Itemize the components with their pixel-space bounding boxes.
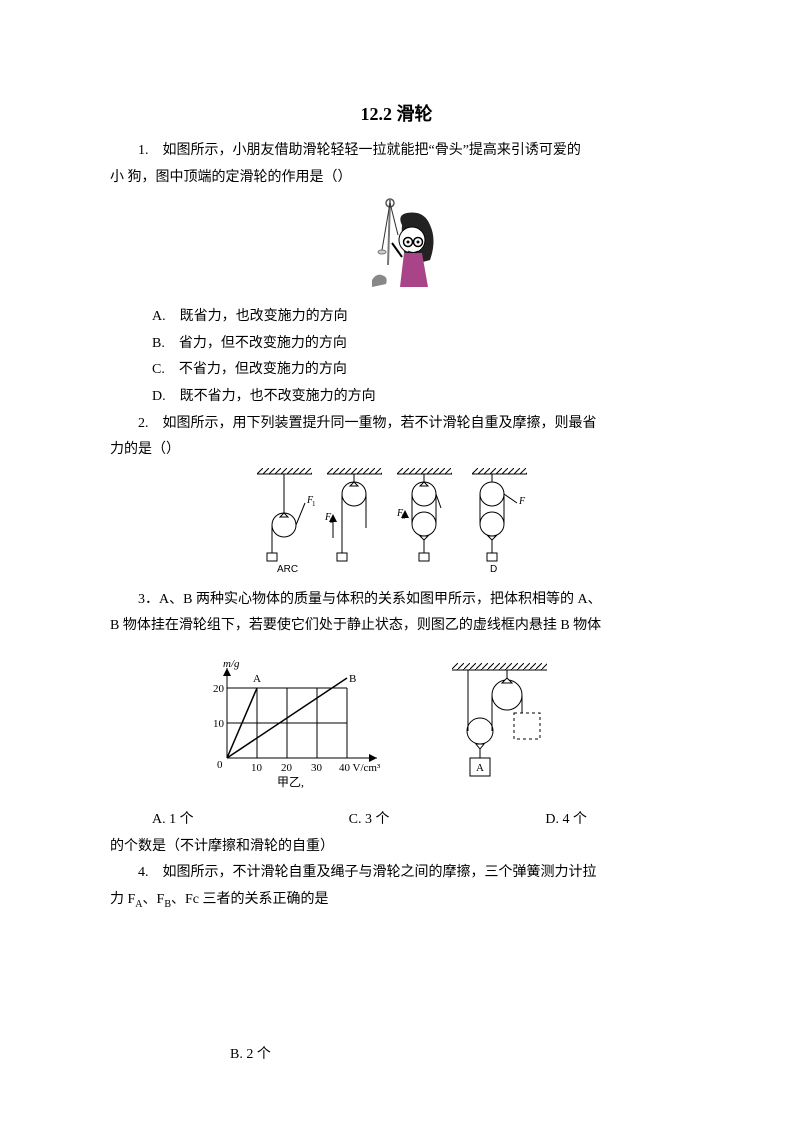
- q3-option-c: C. 3 个: [349, 807, 546, 834]
- q4-sep1: 、F: [143, 892, 165, 907]
- svg-text:0: 0: [217, 759, 223, 771]
- q3-stem-line1: 3．A、B 两种实心物体的质量与体积的关系如图甲所示，把体积相等的 A、: [110, 587, 683, 614]
- q3-diagram: A B 20 10 0 10 20 30 40 V/cm³ m/g 甲乙,: [197, 658, 597, 798]
- svg-text:m/g: m/g: [223, 658, 240, 670]
- q2-stem-line1: 2. 如图所示，用下列装置提升同一重物，若不计滑轮自重及摩擦，则最省: [110, 411, 683, 438]
- svg-text:B: B: [349, 673, 356, 685]
- q4-stem-line2: 力 FA、FB、Fc 三者的关系正确的是: [110, 887, 683, 914]
- page-title: 12.2 滑轮: [110, 100, 683, 126]
- q3-stem-line2: B 物体挂在滑轮组下，若要使它们处于静止状态，则图乙的虚线框内悬挂 B 物体: [110, 613, 683, 640]
- q1-option-a: A. 既省力，也改变施力的方向: [110, 304, 683, 331]
- q4-sub-b: B: [164, 899, 171, 910]
- q2-stem-line2: 力的是（）: [110, 437, 683, 464]
- svg-text:A: A: [253, 673, 261, 685]
- q4-rest: 、Fc 三者的关系正确的是: [171, 892, 329, 907]
- q3-option-b-floating: B. 2 个: [230, 1043, 271, 1063]
- q1-stem-line2: 小 狗，图中顶端的定滑轮的作用是（）: [110, 165, 683, 192]
- q1-illustration: [352, 195, 442, 295]
- svg-text:F: F: [518, 496, 526, 507]
- svg-text:A: A: [476, 762, 484, 774]
- q1-stem-line1: 1. 如图所示，小朋友借助滑轮轻轻一拉就能把“骨头”提高来引诱可爱的: [110, 138, 683, 165]
- q1-option-d: D. 既不省力，也不改变施力的方向: [110, 384, 683, 411]
- svg-text:10: 10: [251, 762, 263, 774]
- svg-text:40 V/cm³: 40 V/cm³: [339, 762, 381, 774]
- svg-text:甲乙,: 甲乙,: [277, 775, 304, 789]
- svg-text:20: 20: [281, 762, 293, 774]
- svg-text:30: 30: [311, 762, 323, 774]
- q3-tail: 的个数是（不计摩擦和滑轮的自重）: [110, 834, 683, 861]
- q2-figure: F 1 F 2: [110, 468, 683, 583]
- q3-options-row: A. 1 个 C. 3 个 D. 4 个: [110, 807, 683, 834]
- q3-option-d: D. 4 个: [545, 807, 683, 834]
- q2-label-arc: ARC: [277, 564, 298, 575]
- q4-stem-line1: 4. 如图所示，不计滑轮自重及绳子与滑轮之间的摩擦，三个弹簧测力计拉: [110, 860, 683, 887]
- q1-option-b: B. 省力，但不改变施力的方向: [110, 331, 683, 358]
- q2-diagram: F 1 F 2: [247, 468, 547, 578]
- q3-figure: A B 20 10 0 10 20 30 40 V/cm³ m/g 甲乙,: [110, 658, 683, 803]
- q4-sub-a: A: [135, 899, 142, 910]
- q4-prefix: 力 F: [110, 892, 135, 907]
- page-root: 12.2 滑轮 1. 如图所示，小朋友借助滑轮轻轻一拉就能把“骨头”提高来引诱可…: [0, 0, 793, 1122]
- svg-text:1: 1: [312, 500, 316, 508]
- svg-text:10: 10: [213, 718, 225, 730]
- q1-figure: [110, 195, 683, 300]
- q2-label-d: D: [490, 564, 497, 575]
- svg-text:20: 20: [213, 683, 225, 695]
- q3-option-a: A. 1 个: [152, 807, 349, 834]
- q1-option-c: C. 不省力，但改变施力的方向: [110, 357, 683, 384]
